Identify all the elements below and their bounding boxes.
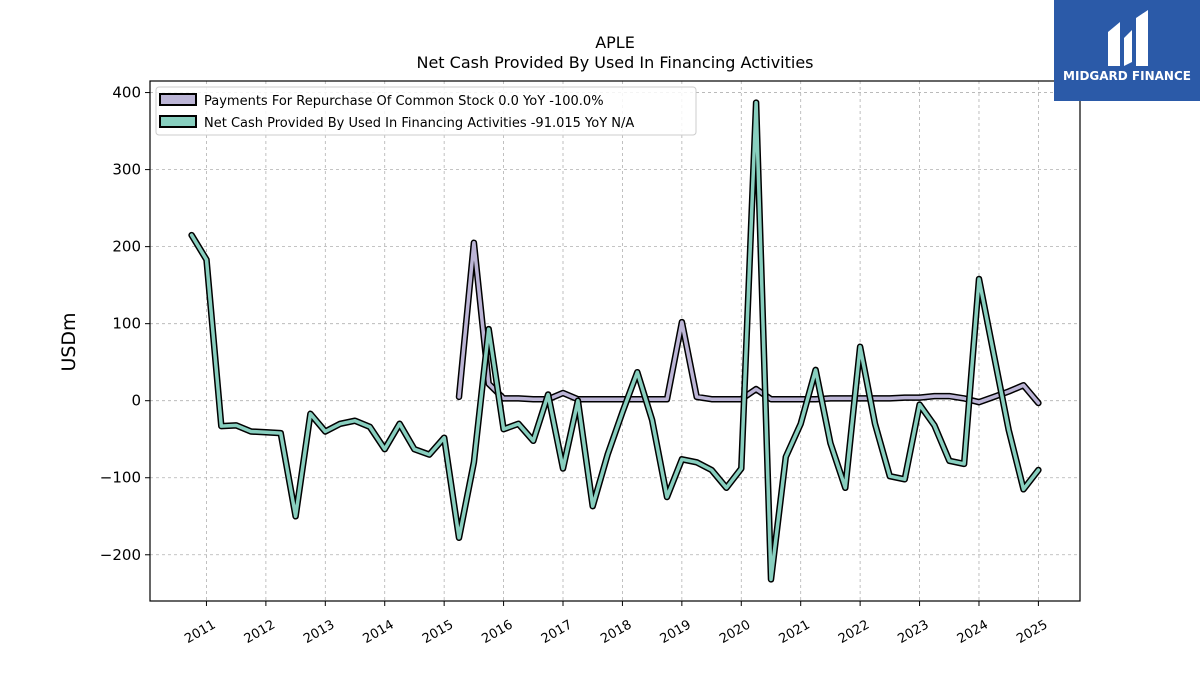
series-line-0	[457, 241, 1041, 405]
x-tick-label: 2012	[242, 617, 278, 647]
x-tick-label: 2020	[717, 617, 753, 647]
x-tick-label: 2021	[777, 617, 813, 647]
x-tick-label: 2023	[895, 617, 931, 647]
x-tick-label: 2011	[182, 617, 218, 647]
y-tick-label: 400	[112, 84, 141, 102]
legend-entry: Net Cash Provided By Used In Financing A…	[204, 116, 634, 131]
y-axis-label: USDm	[58, 312, 80, 371]
y-axis-ticks: −200 −100 0 100 200 300 400	[100, 84, 150, 564]
series-layer	[188, 99, 1042, 583]
legend-entry: Payments For Repurchase Of Common Stock …	[204, 94, 604, 109]
legend-swatch	[159, 93, 197, 106]
series-outline-1	[188, 99, 1042, 583]
x-tick-label: 2019	[658, 617, 694, 647]
legend-box	[155, 86, 697, 136]
x-tick-label: 2018	[598, 617, 634, 647]
x-tick-label: 2014	[361, 617, 397, 647]
legend-swatch	[159, 115, 197, 128]
y-tick-label: −200	[100, 546, 141, 564]
x-tick-label: 2013	[301, 617, 337, 647]
x-tick-label: 2016	[479, 617, 515, 647]
legend: Payments For Repurchase Of Common Stock …	[155, 86, 697, 136]
x-tick-label: 2022	[836, 617, 872, 647]
logo-text: MIDGARD FINANCE	[1063, 69, 1191, 83]
chart-title: APLE	[595, 33, 635, 52]
x-tick-label: 2025	[1014, 617, 1050, 647]
y-tick-label: 0	[131, 392, 141, 410]
chart-subtitle: Net Cash Provided By Used In Financing A…	[416, 53, 813, 72]
y-tick-label: 100	[112, 315, 141, 333]
x-axis-ticks: 2011 2012 2013 2014 2015 2016 2017 2018 2019 2020…	[182, 601, 1050, 647]
y-tick-label: 300	[112, 161, 141, 179]
logo: MIDGARD FINANCE	[1054, 0, 1200, 101]
series-line-1	[189, 100, 1041, 582]
x-tick-label: 2015	[420, 617, 456, 647]
x-tick-label: 2024	[955, 617, 991, 647]
plot-frame	[149, 80, 1081, 602]
grid-lines	[150, 81, 1080, 601]
y-tick-label: 200	[112, 238, 141, 256]
x-tick-label: 2017	[539, 617, 575, 647]
logo-mark-icon	[1108, 10, 1148, 66]
y-tick-label: −100	[100, 469, 141, 487]
